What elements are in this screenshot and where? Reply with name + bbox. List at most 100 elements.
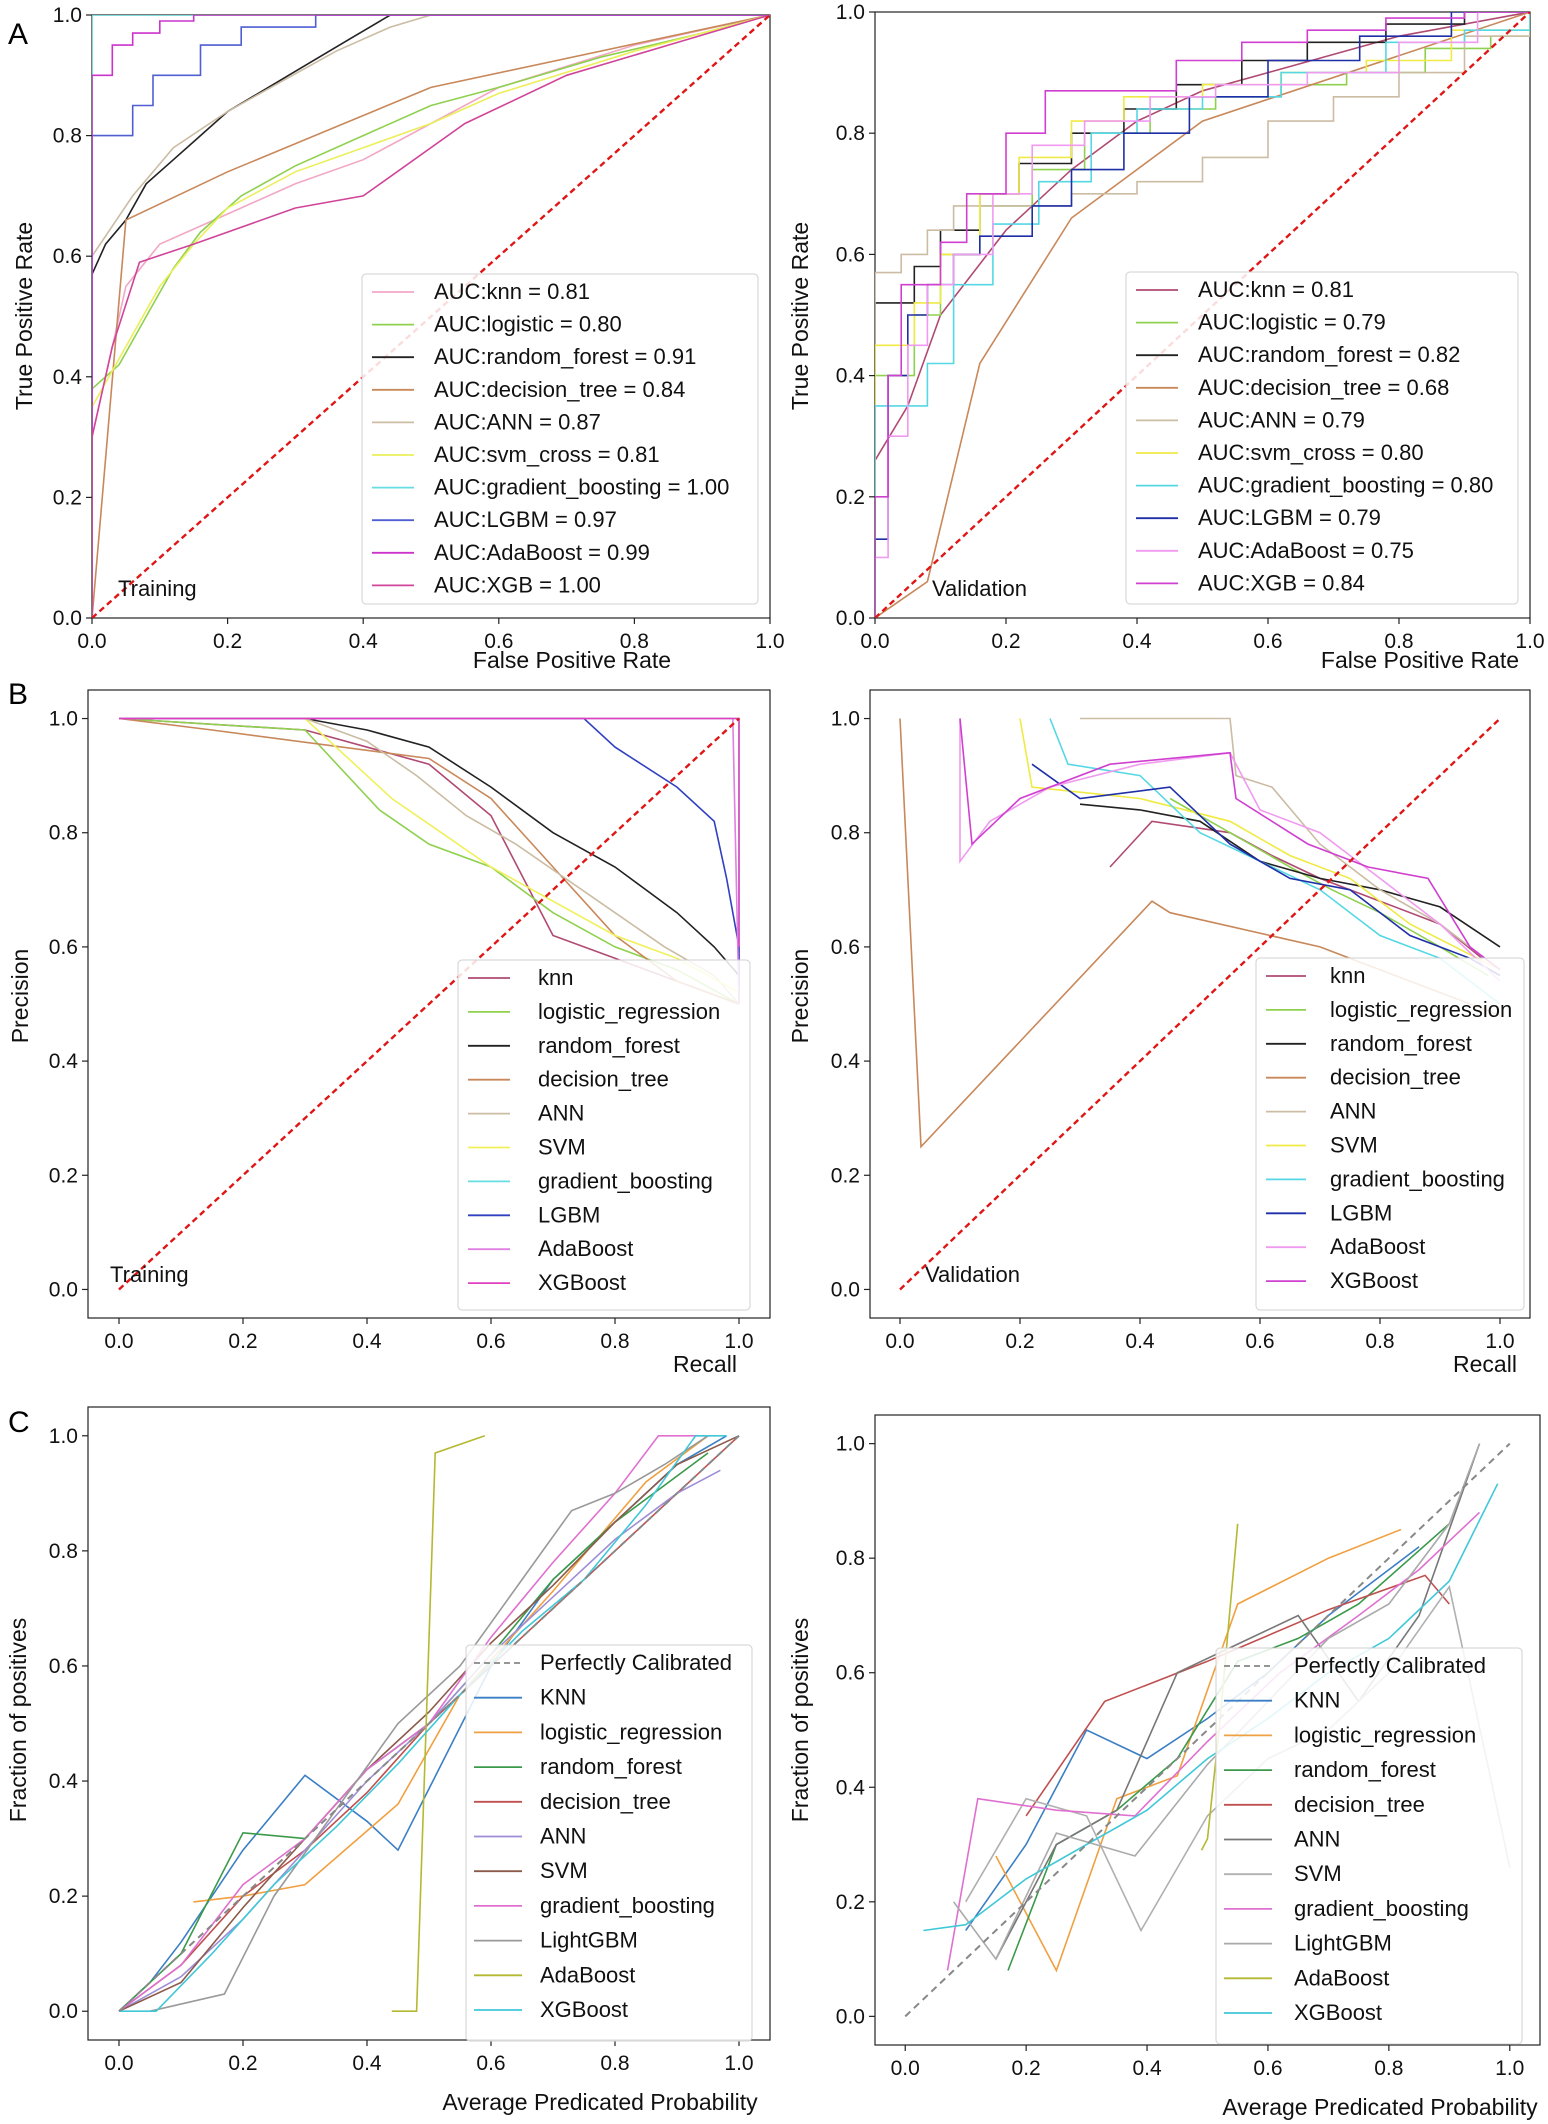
series-line-ANN	[1080, 717, 1501, 971]
legend-label: AUC:ANN = 0.87	[434, 409, 601, 434]
chart-annotation: Training	[110, 1262, 189, 1287]
legend-label: decision_tree	[1294, 1792, 1425, 1817]
series-line-LGBM	[92, 15, 770, 618]
y-tick-label: 0.4	[836, 365, 866, 388]
x-tick-label: 0.0	[104, 1330, 133, 1353]
series-group	[904, 1442, 1511, 2018]
legend-label: random_forest	[540, 1754, 682, 1779]
y-tick-label: 0.8	[53, 125, 82, 148]
y-tick-label: 0.6	[49, 1655, 78, 1678]
y-tick-label: 0.0	[836, 2005, 865, 2028]
x-tick-label: 0.4	[1132, 2057, 1162, 2080]
y-tick-label: 1.0	[836, 1, 865, 24]
y-tick-label: 0.2	[53, 486, 82, 509]
x-axis-label: Average Predicated Probability	[1222, 2094, 1538, 2120]
y-axis-label: Fraction of positives	[787, 1618, 813, 1823]
legend-label: random_forest	[1330, 1031, 1472, 1056]
series-line-random_forest	[1079, 803, 1501, 948]
x-tick-label: 0.0	[77, 630, 106, 653]
series-line-ANN	[119, 717, 740, 1005]
legend-label: LightGBM	[540, 1928, 638, 1953]
y-tick-label: 1.0	[831, 708, 860, 731]
series-line-random_forest	[92, 15, 770, 618]
x-axis-label: Recall	[673, 1351, 737, 1377]
series-line-XGBoost	[119, 1435, 727, 2012]
y-tick-label: 0.0	[49, 2000, 78, 2023]
y-axis-label: Precision	[787, 949, 813, 1044]
x-tick-label: 0.2	[1005, 1330, 1034, 1353]
legend-label: Perfectly Calibrated	[1294, 1653, 1486, 1678]
series-line-logistic_regression	[1169, 797, 1489, 977]
legend-label: SVM	[540, 1858, 588, 1883]
series-line-SVM	[119, 717, 740, 994]
legend-label: AUC:random_forest = 0.91	[434, 344, 696, 369]
chart-annotation: Training	[118, 576, 197, 601]
reference-diagonal	[899, 717, 1501, 1291]
series-line-gradient_boosting	[946, 1511, 1481, 1971]
y-tick-label: 0.0	[49, 1278, 78, 1301]
series-line-SVM	[1019, 718, 1501, 971]
legend-label: ANN	[538, 1101, 584, 1126]
legend-label: AdaBoost	[540, 1962, 635, 1987]
legend-box	[465, 1644, 753, 2042]
x-tick-label: 0.0	[891, 2057, 920, 2080]
x-tick-label: 0.4	[1125, 1330, 1155, 1353]
series-line-logistic	[92, 15, 770, 618]
legend-label: AUC:svm_cross = 0.81	[434, 442, 660, 467]
legend-label: AUC:LGBM = 0.79	[1198, 505, 1381, 530]
legend-label: AUC:AdaBoost = 0.99	[434, 540, 650, 565]
legend: knn logistic_regression random_forestdecis…	[1255, 957, 1525, 1311]
y-tick-label: 0.4	[49, 1050, 79, 1073]
y-tick-label: 0.6	[836, 243, 865, 266]
y-tick-label: 0.0	[831, 1278, 860, 1301]
legend-label: decision_tree	[540, 1789, 671, 1814]
legend-label: XGBoost	[1294, 2000, 1382, 2025]
legend-label: gradient_boosting	[540, 1893, 715, 1918]
series-group	[899, 717, 1501, 1291]
x-tick-label: 0.8	[1365, 1330, 1394, 1353]
x-axis-label: False Positive Rate	[1321, 647, 1519, 673]
legend-label: knn	[1330, 963, 1365, 988]
x-tick-label: 0.2	[991, 630, 1020, 653]
panel-letter-a: A	[8, 18, 28, 51]
chart-pr-train: 0.00.00.20.20.40.40.60.60.80.81.01.0Reca…	[7, 689, 771, 1377]
y-tick-label: 0.8	[836, 122, 865, 145]
series-line-knn	[1109, 820, 1483, 959]
legend-label: LightGBM	[1294, 1931, 1392, 1956]
y-tick-label: 0.4	[836, 1776, 866, 1799]
chart-annotation: Validation	[932, 576, 1027, 601]
series-line-XGBoost	[119, 717, 740, 947]
x-tick-label: 0.0	[104, 2052, 133, 2075]
y-axis-label: Fraction of positives	[5, 1618, 31, 1823]
x-tick-label: 0.2	[228, 1330, 257, 1353]
reference-diagonal	[118, 717, 740, 1291]
legend-box	[1125, 271, 1519, 605]
y-axis-label: Precision	[7, 949, 33, 1044]
legend-label: knn	[538, 965, 573, 990]
legend-label: ANN	[540, 1824, 586, 1849]
x-tick-label: 0.6	[1253, 2057, 1282, 2080]
y-tick-label: 0.8	[836, 1547, 865, 1570]
x-tick-label: 0.0	[885, 1330, 914, 1353]
x-axis-label: Recall	[1453, 1351, 1517, 1377]
chart-cal-train: 0.0 0.0 0.2 0.2 0.4 0.4 0.6 0.6 0.8 0.8 1.0 1.0 Aver…	[5, 1406, 771, 2115]
x-tick-label: 0.6	[1253, 630, 1282, 653]
panel-letter-b: B	[8, 678, 28, 711]
series-group	[875, 12, 1530, 618]
series-line-XGBoost	[923, 1483, 1499, 1932]
series-line-svm_cross	[92, 15, 770, 618]
legend-label: logistic_regression	[540, 1719, 722, 1744]
series-line-XGB	[875, 12, 1530, 618]
legend-box	[361, 273, 759, 605]
legend-label: Perfectly Calibrated	[540, 1650, 732, 1675]
legend: knn logistic_regression random_forestdecis…	[457, 959, 751, 1311]
y-tick-label: 0.2	[49, 1885, 78, 1908]
series-line-decision_tree	[875, 12, 1530, 618]
legend-label: ANN	[1294, 1827, 1340, 1852]
x-tick-label: 0.2	[213, 630, 242, 653]
perfect-calibration-line	[118, 1435, 740, 2012]
plot-frame	[87, 689, 771, 1319]
charts-layer: 0.0 0.0 0.2 0.2 0.4 0.4 0.6 0.6 0.8 0.8 1.0 1.0 Fals…	[5, 1, 1545, 2120]
x-tick-label: 1.0	[724, 1330, 753, 1353]
